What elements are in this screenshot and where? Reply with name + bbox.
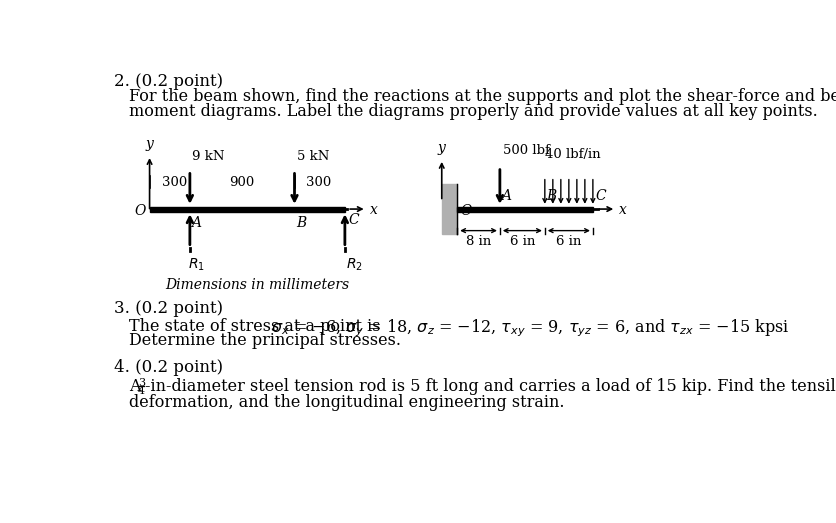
Text: y: y: [437, 141, 445, 155]
Text: 4: 4: [138, 386, 145, 396]
Text: 3: 3: [138, 379, 145, 389]
Text: C: C: [348, 213, 358, 227]
Text: Dimensions in millimeters: Dimensions in millimeters: [165, 278, 349, 292]
Text: 8 in: 8 in: [466, 235, 491, 248]
Text: A: A: [191, 216, 201, 230]
Text: 4. (0.2 point): 4. (0.2 point): [114, 359, 222, 376]
Bar: [456, 207, 592, 212]
Text: x: x: [619, 203, 626, 217]
Text: 500 lbf: 500 lbf: [502, 144, 549, 157]
Bar: [441, 185, 456, 234]
Text: $R_2$: $R_2$: [346, 257, 363, 273]
Text: x: x: [370, 203, 377, 217]
Text: y: y: [145, 137, 153, 151]
Text: -in-diameter steel tension rod is 5 ft long and carries a load of 15 kip. Find t: -in-diameter steel tension rod is 5 ft l…: [145, 379, 836, 395]
Text: 2. (0.2 point): 2. (0.2 point): [114, 73, 222, 90]
Text: 300: 300: [306, 176, 331, 189]
Text: O: O: [134, 203, 145, 218]
Text: 3. (0.2 point): 3. (0.2 point): [114, 300, 222, 317]
Text: deformation, and the longitudinal engineering strain.: deformation, and the longitudinal engine…: [130, 394, 564, 411]
Text: 6 in: 6 in: [509, 235, 534, 248]
Text: 9 kN: 9 kN: [192, 150, 224, 163]
Text: $R_1$: $R_1$: [187, 257, 204, 273]
Text: A: A: [130, 379, 140, 395]
Text: 5 kN: 5 kN: [297, 150, 329, 163]
Text: 900: 900: [229, 176, 254, 189]
Text: A: A: [501, 189, 511, 203]
Text: The state of stress at a point is: The state of stress at a point is: [130, 317, 385, 335]
Bar: [150, 207, 344, 212]
Text: 6 in: 6 in: [555, 235, 581, 248]
Text: For the beam shown, find the reactions at the supports and plot the shear-force : For the beam shown, find the reactions a…: [130, 88, 836, 105]
Text: 40 lbf/in: 40 lbf/in: [544, 149, 599, 161]
Text: $\sigma_x$ = −6, $\sigma_y$ = 18, $\sigma_z$ = −12, $\tau_{xy}$ = 9, $\tau_{yz}$: $\sigma_x$ = −6, $\sigma_y$ = 18, $\sigm…: [271, 317, 789, 339]
Text: 300: 300: [162, 176, 187, 189]
Text: O: O: [460, 203, 472, 218]
Text: C: C: [594, 189, 605, 203]
Text: moment diagrams. Label the diagrams properly and provide values at all key point: moment diagrams. Label the diagrams prop…: [130, 103, 818, 120]
Text: B: B: [546, 189, 556, 203]
Text: Determine the principal stresses.: Determine the principal stresses.: [130, 332, 401, 349]
Text: B: B: [296, 216, 306, 230]
